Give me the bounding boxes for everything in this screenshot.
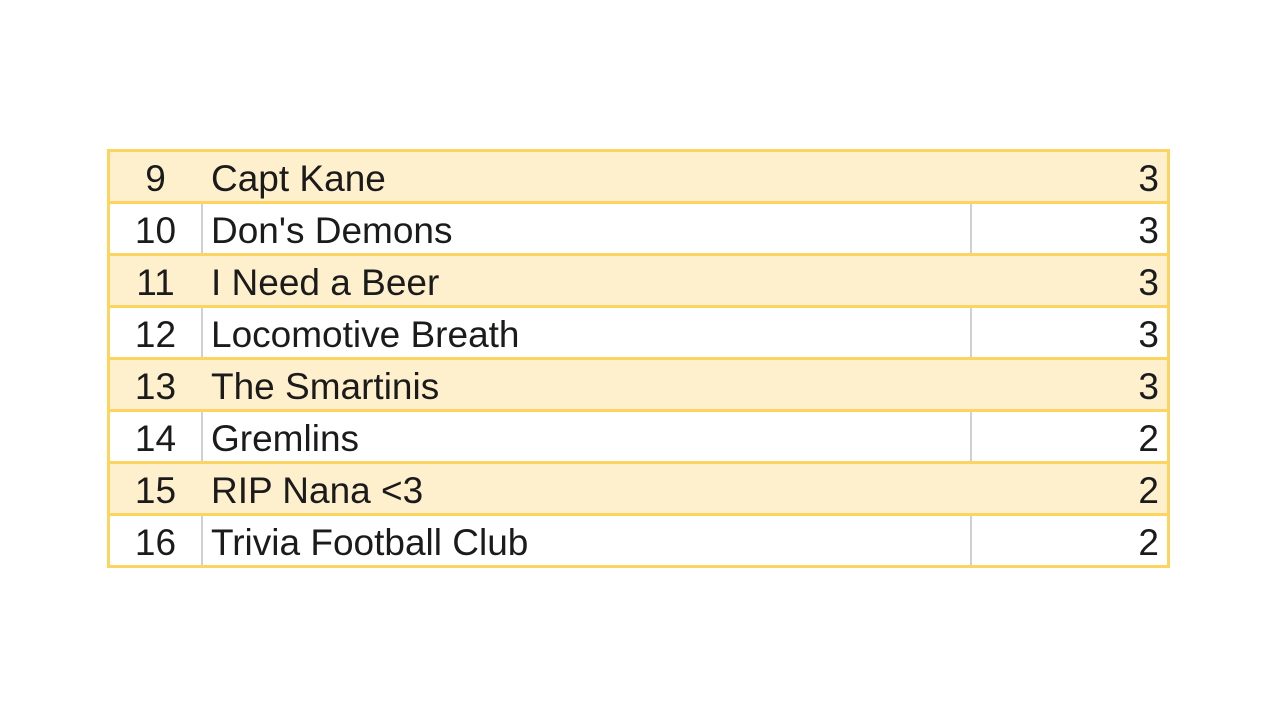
table-row: 12 Locomotive Breath 3 — [110, 305, 1167, 357]
table-row: 14 Gremlins 2 — [110, 409, 1167, 461]
score-cell: 2 — [970, 516, 1167, 565]
score-cell: 3 — [970, 204, 1167, 253]
team-name-cell: Don's Demons — [201, 204, 970, 253]
team-name-cell: Gremlins — [201, 412, 970, 461]
table-row: 15 RIP Nana <3 2 — [110, 461, 1167, 513]
rank-cell: 14 — [134, 417, 177, 459]
score-cell: 3 — [1138, 365, 1159, 407]
team-name-cell: I Need a Beer — [211, 261, 440, 303]
table-row: 10 Don's Demons 3 — [110, 201, 1167, 253]
rank-cell: 9 — [145, 157, 166, 199]
rank-cell: 11 — [136, 261, 175, 303]
score-cell: 3 — [1138, 261, 1159, 303]
rank-cell: 16 — [134, 521, 177, 563]
score-cell: 3 — [970, 308, 1167, 357]
standings-table: 9 Capt Kane 3 10 Don's Demons 3 11 I Nee… — [107, 149, 1170, 568]
score-cell: 2 — [970, 412, 1167, 461]
score-cell: 3 — [1138, 157, 1159, 199]
table-row: 13 The Smartinis 3 — [110, 357, 1167, 409]
rank-cell: 10 — [134, 209, 177, 251]
team-name-cell: Capt Kane — [211, 157, 386, 199]
table-row: 11 I Need a Beer 3 — [110, 253, 1167, 305]
rank-cell: 13 — [134, 365, 177, 407]
table-row: 9 Capt Kane 3 — [110, 152, 1167, 201]
team-name-cell: Trivia Football Club — [201, 516, 970, 565]
team-name-cell: The Smartinis — [211, 365, 440, 407]
team-name-cell: RIP Nana <3 — [211, 469, 424, 511]
rank-cell: 15 — [134, 469, 177, 511]
table-row: 16 Trivia Football Club 2 — [110, 513, 1167, 565]
team-name-cell: Locomotive Breath — [201, 308, 970, 357]
score-cell: 2 — [1138, 469, 1159, 511]
rank-cell: 12 — [134, 313, 177, 355]
